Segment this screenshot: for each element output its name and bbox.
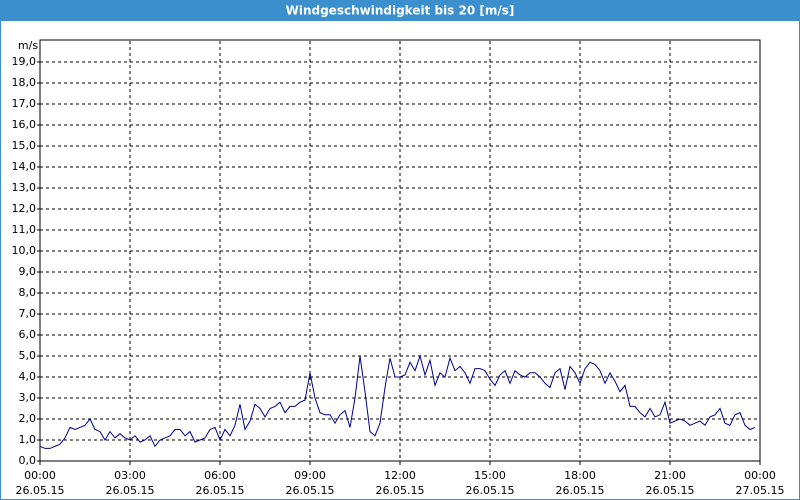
y-tick-label: 16,0 [12,118,37,131]
y-tick-label: 8,0 [19,286,37,299]
y-tick-label: 19,0 [12,55,37,68]
x-tick-date: 26.05.15 [376,484,425,497]
x-tick-label: 12:00 [384,469,416,482]
y-tick-label: 0,0 [19,454,37,467]
y-tick-label: 7,0 [19,307,37,320]
y-tick-label: 5,0 [19,349,37,362]
x-tick-date: 26.05.15 [556,484,605,497]
y-tick-label: 13,0 [12,181,37,194]
y-tick-label: 18,0 [12,76,37,89]
x-tick-date: 26.05.15 [286,484,335,497]
y-tick-label: 3,0 [19,391,37,404]
x-tick-date: 26.05.15 [466,484,515,497]
y-tick-label: 11,0 [12,223,37,236]
x-tick-date: 26.05.15 [196,484,245,497]
y-tick-label: 1,0 [19,433,37,446]
x-tick-date: 27.05.15 [736,484,785,497]
chart-title: Windgeschwindigkeit bis 20 [m/s] [286,4,515,18]
x-tick-date: 26.05.15 [16,484,65,497]
x-tick-label: 09:00 [294,469,326,482]
y-tick-label: 12,0 [12,202,37,215]
y-tick-label: 4,0 [19,370,37,383]
title-bar [0,0,800,21]
x-tick-label: 21:00 [654,469,686,482]
x-tick-date: 26.05.15 [646,484,695,497]
y-tick-label: 6,0 [19,328,37,341]
y-tick-label: 9,0 [19,265,37,278]
x-tick-date: 26.05.15 [106,484,155,497]
y-tick-label: 10,0 [12,244,37,257]
x-tick-label: 00:00 [24,469,56,482]
y-tick-label: 15,0 [12,139,37,152]
wind-speed-line [39,354,756,449]
y-tick-label: 17,0 [12,97,37,110]
x-tick-label: 00:00 [744,469,776,482]
y-axis-unit: m/s [18,39,38,52]
x-tick-label: 06:00 [204,469,236,482]
x-tick-label: 18:00 [564,469,596,482]
x-tick-label: 03:00 [114,469,146,482]
y-tick-label: 2,0 [19,412,37,425]
y-tick-label: 14,0 [12,160,37,173]
x-tick-label: 15:00 [474,469,506,482]
plot-frame [39,39,761,462]
